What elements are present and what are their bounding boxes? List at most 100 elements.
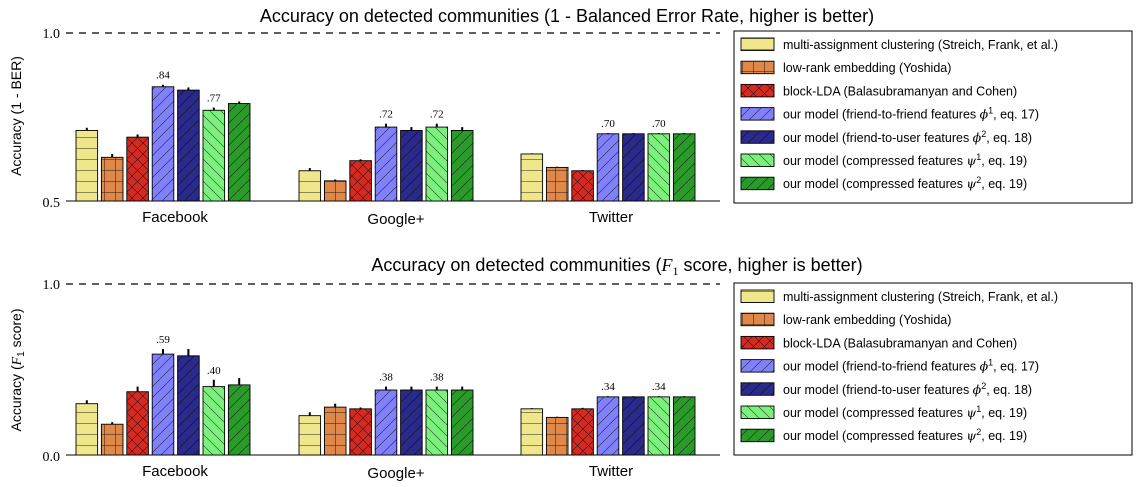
data-label: .34	[652, 381, 666, 393]
legend-swatch	[740, 382, 775, 396]
chart-panel-ber: Accuracy on detected communities (1 - Ba…	[8, 6, 1133, 228]
bar	[672, 396, 696, 456]
data-label: .59	[156, 334, 170, 346]
x-category-label: Google+	[367, 465, 424, 482]
legend-item: our model (friend-to-user features ϕ2, e…	[740, 129, 1032, 145]
bar	[126, 391, 149, 456]
legend-swatch	[740, 37, 775, 51]
bar	[596, 396, 620, 456]
legend-swatch	[740, 312, 775, 327]
y-tick-label: 1.0	[43, 278, 61, 293]
bar	[349, 408, 372, 456]
legend-label: our model (friend-to-user features ϕ2, e…	[783, 381, 1032, 397]
legend-item: multi-assignment clustering (Streich, Fr…	[740, 289, 1058, 304]
data-label: .84	[156, 70, 170, 82]
bar	[151, 353, 175, 456]
legend-item: our model (compressed features ψ1, eq. 1…	[740, 152, 1027, 168]
bar	[545, 416, 569, 456]
x-category-label: Facebook	[142, 463, 208, 480]
chart-title: Accuracy on detected communities (F1 sco…	[371, 255, 862, 278]
legend-swatch	[740, 60, 775, 75]
legend-item: low-rank embedding (Yoshida)	[740, 60, 951, 75]
bar	[647, 396, 671, 456]
legend-swatch	[740, 130, 775, 144]
legend-swatch	[740, 289, 775, 303]
bar	[227, 103, 251, 202]
bar	[425, 126, 449, 202]
bar	[450, 389, 474, 456]
bar	[298, 415, 322, 456]
legend-item: block-LDA (Balasubramanyan and Cohen)	[740, 335, 1017, 350]
bar	[298, 170, 322, 202]
bar	[450, 129, 474, 202]
y-tick-label: 0.5	[43, 196, 61, 211]
bar	[75, 129, 99, 202]
legend-swatch	[740, 405, 775, 419]
x-category-label: Twitter	[589, 209, 633, 226]
legend-swatch	[740, 153, 775, 167]
legend-label: our model (compressed features ψ2, eq. 1…	[783, 175, 1027, 191]
bar	[520, 408, 544, 456]
legend-label: low-rank embedding (Yoshida)	[783, 313, 951, 327]
bar	[596, 133, 620, 202]
bar	[400, 389, 423, 456]
data-label: .34	[601, 381, 615, 393]
bar	[425, 389, 449, 456]
legend-swatch	[740, 428, 775, 443]
legend-item: our model (compressed features ψ2, eq. 1…	[740, 427, 1027, 443]
chart-panel-f1: Accuracy on detected communities (F1 sco…	[8, 255, 1133, 482]
legend-item: multi-assignment clustering (Streich, Fr…	[740, 37, 1058, 52]
legend-swatch	[740, 107, 775, 121]
x-category-label: Google+	[367, 211, 424, 228]
bar	[323, 180, 347, 202]
data-label: .70	[601, 118, 615, 130]
bar	[672, 133, 696, 202]
bar	[323, 406, 347, 456]
bar	[571, 408, 594, 456]
bar	[151, 86, 175, 202]
legend-label: multi-assignment clustering (Streich, Fr…	[783, 290, 1058, 304]
legend: multi-assignment clustering (Streich, Fr…	[733, 282, 1133, 456]
legend-label: low-rank embedding (Yoshida)	[783, 61, 951, 75]
bar	[202, 386, 226, 456]
data-label: .38	[430, 372, 444, 384]
data-label: .72	[379, 109, 393, 121]
bar	[622, 133, 645, 202]
legend-swatch	[740, 83, 775, 98]
y-tick-label: 1.0	[43, 27, 61, 42]
legend-label: our model (friend-to-friend features ϕ1,…	[783, 358, 1039, 374]
legend-item: our model (friend-to-user features ϕ2, e…	[740, 381, 1032, 397]
legend-item: our model (friend-to-friend features ϕ1,…	[740, 358, 1039, 374]
legend-swatch	[740, 176, 775, 191]
bar	[100, 423, 124, 456]
legend-item: our model (compressed features ψ1, eq. 1…	[740, 404, 1027, 420]
legend-label: our model (compressed features ψ2, eq. 1…	[783, 427, 1027, 443]
y-axis-label: Accuracy (1 - BER)	[8, 56, 24, 176]
bar	[202, 109, 226, 202]
legend-label: our model (friend-to-friend features ϕ1,…	[783, 106, 1039, 122]
legend-box	[733, 282, 1133, 456]
bar	[177, 355, 200, 456]
bar	[400, 129, 423, 202]
data-label: .70	[652, 118, 666, 130]
bar-group: .59 .40 .38 .38 .34 .34	[75, 334, 696, 456]
legend-label: block-LDA (Balasubramanyan and Cohen)	[783, 336, 1017, 350]
legend-item: block-LDA (Balasubramanyan and Cohen)	[740, 83, 1017, 98]
legend-box	[733, 30, 1133, 204]
bar	[100, 156, 124, 202]
bar	[647, 133, 671, 202]
legend-item: low-rank embedding (Yoshida)	[740, 312, 951, 327]
y-axis-label: Accuracy (F1 score)	[8, 308, 27, 431]
bar	[571, 170, 594, 202]
legend-item: our model (compressed features ψ2, eq. 1…	[740, 175, 1027, 191]
x-category-label: Twitter	[589, 463, 633, 480]
legend-item: our model (friend-to-friend features ϕ1,…	[740, 106, 1039, 122]
bar	[622, 396, 645, 456]
data-label: .40	[207, 365, 221, 377]
bar-group: .84 .77 .72 .72 .70 .70	[75, 70, 696, 202]
legend-swatch	[740, 335, 775, 350]
bar	[177, 89, 200, 202]
legend-swatch	[740, 359, 775, 373]
bar	[374, 389, 398, 456]
